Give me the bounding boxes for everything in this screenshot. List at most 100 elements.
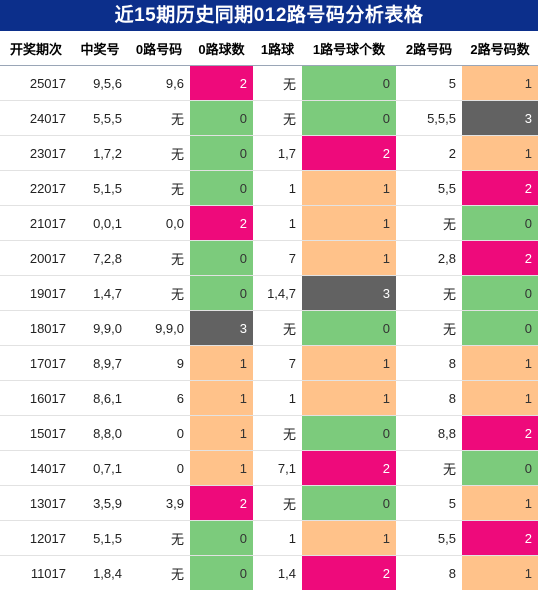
cell-route1-count: 2 bbox=[302, 136, 396, 171]
cell-route0-numbers: 9 bbox=[128, 346, 190, 381]
analysis-table-container: 近15期历史同期012路号码分析表格 开奖期次 中奖号 0路号码 0路球数 1路… bbox=[0, 0, 538, 568]
cell-route0-count: 3 bbox=[190, 311, 253, 346]
cell-route0-numbers: 3,9 bbox=[128, 486, 190, 521]
cell-route0-count: 2 bbox=[190, 486, 253, 521]
header-route2-numbers: 2路号码 bbox=[396, 31, 462, 66]
cell-route2-numbers: 无 bbox=[396, 206, 462, 241]
cell-route2-numbers: 5,5,5 bbox=[396, 101, 462, 136]
cell-route0-numbers: 无 bbox=[128, 171, 190, 206]
cell-route2-numbers: 8 bbox=[396, 346, 462, 381]
cell-route1-numbers: 7,1 bbox=[253, 451, 302, 486]
cell-route2-numbers: 5,5 bbox=[396, 171, 462, 206]
cell-numbers: 1,8,4 bbox=[72, 556, 128, 590]
cell-route2-count: 3 bbox=[462, 101, 538, 136]
cell-route1-count: 2 bbox=[302, 451, 396, 486]
cell-issue: 17017 bbox=[0, 346, 72, 381]
cell-numbers: 8,9,7 bbox=[72, 346, 128, 381]
cell-route0-numbers: 无 bbox=[128, 556, 190, 590]
cell-route2-count: 1 bbox=[462, 486, 538, 521]
cell-route0-count: 1 bbox=[190, 346, 253, 381]
cell-route2-count: 1 bbox=[462, 381, 538, 416]
cell-route0-numbers: 6 bbox=[128, 381, 190, 416]
cell-numbers: 3,5,9 bbox=[72, 486, 128, 521]
cell-route2-count: 2 bbox=[462, 171, 538, 206]
header-route2-count: 2路号码数 bbox=[462, 31, 538, 66]
cell-route2-numbers: 5 bbox=[396, 486, 462, 521]
cell-route2-count: 0 bbox=[462, 276, 538, 311]
cell-route2-count: 0 bbox=[462, 311, 538, 346]
cell-route0-numbers: 0 bbox=[128, 451, 190, 486]
cell-route2-numbers: 8,8 bbox=[396, 416, 462, 451]
header-numbers: 中奖号 bbox=[72, 31, 128, 66]
cell-numbers: 8,8,0 bbox=[72, 416, 128, 451]
cell-route0-count: 2 bbox=[190, 66, 253, 101]
cell-route0-numbers: 无 bbox=[128, 101, 190, 136]
cell-route0-numbers: 无 bbox=[128, 136, 190, 171]
cell-route0-numbers: 9,6 bbox=[128, 66, 190, 101]
cell-numbers: 1,4,7 bbox=[72, 276, 128, 311]
cell-route1-numbers: 1,7 bbox=[253, 136, 302, 171]
cell-route2-count: 1 bbox=[462, 136, 538, 171]
cell-route1-count: 0 bbox=[302, 416, 396, 451]
route-analysis-table: 开奖期次 中奖号 0路号码 0路球数 1路球 1路号球个数 2路号码 2路号码数… bbox=[0, 31, 538, 590]
cell-route1-numbers: 无 bbox=[253, 486, 302, 521]
cell-route1-count: 2 bbox=[302, 556, 396, 590]
cell-route2-numbers: 无 bbox=[396, 451, 462, 486]
cell-issue: 12017 bbox=[0, 521, 72, 556]
cell-numbers: 5,5,5 bbox=[72, 101, 128, 136]
cell-route1-numbers: 无 bbox=[253, 311, 302, 346]
cell-route2-count: 1 bbox=[462, 66, 538, 101]
cell-route2-numbers: 无 bbox=[396, 311, 462, 346]
cell-route1-count: 1 bbox=[302, 206, 396, 241]
cell-route0-count: 0 bbox=[190, 241, 253, 276]
cell-numbers: 0,0,1 bbox=[72, 206, 128, 241]
cell-route1-count: 1 bbox=[302, 346, 396, 381]
cell-route0-count: 0 bbox=[190, 556, 253, 590]
cell-route1-numbers: 7 bbox=[253, 241, 302, 276]
cell-route1-numbers: 无 bbox=[253, 66, 302, 101]
cell-route0-count: 0 bbox=[190, 521, 253, 556]
cell-issue: 22017 bbox=[0, 171, 72, 206]
header-row: 开奖期次 中奖号 0路号码 0路球数 1路球 1路号球个数 2路号码 2路号码数 bbox=[0, 31, 538, 66]
cell-route2-numbers: 2,8 bbox=[396, 241, 462, 276]
cell-numbers: 7,2,8 bbox=[72, 241, 128, 276]
cell-route0-count: 2 bbox=[190, 206, 253, 241]
cell-issue: 14017 bbox=[0, 451, 72, 486]
header-route0-count: 0路球数 bbox=[190, 31, 253, 66]
cell-route1-count: 0 bbox=[302, 486, 396, 521]
cell-route0-count: 0 bbox=[190, 136, 253, 171]
cell-issue: 23017 bbox=[0, 136, 72, 171]
cell-route0-count: 1 bbox=[190, 381, 253, 416]
cell-issue: 19017 bbox=[0, 276, 72, 311]
cell-numbers: 9,5,6 bbox=[72, 66, 128, 101]
cell-route2-count: 0 bbox=[462, 206, 538, 241]
cell-route0-count: 0 bbox=[190, 171, 253, 206]
cell-route1-numbers: 1 bbox=[253, 521, 302, 556]
cell-issue: 13017 bbox=[0, 486, 72, 521]
cell-route2-count: 2 bbox=[462, 416, 538, 451]
cell-route1-count: 0 bbox=[302, 66, 396, 101]
cell-route0-numbers: 无 bbox=[128, 241, 190, 276]
cell-route1-numbers: 7 bbox=[253, 346, 302, 381]
cell-route0-count: 1 bbox=[190, 451, 253, 486]
cell-issue: 18017 bbox=[0, 311, 72, 346]
cell-route2-count: 0 bbox=[462, 451, 538, 486]
cell-route1-numbers: 1,4,7 bbox=[253, 276, 302, 311]
cell-issue: 21017 bbox=[0, 206, 72, 241]
header-route1-count: 1路号球个数 bbox=[302, 31, 396, 66]
cell-issue: 11017 bbox=[0, 556, 72, 590]
cell-route1-count: 0 bbox=[302, 311, 396, 346]
cell-route2-count: 1 bbox=[462, 556, 538, 590]
